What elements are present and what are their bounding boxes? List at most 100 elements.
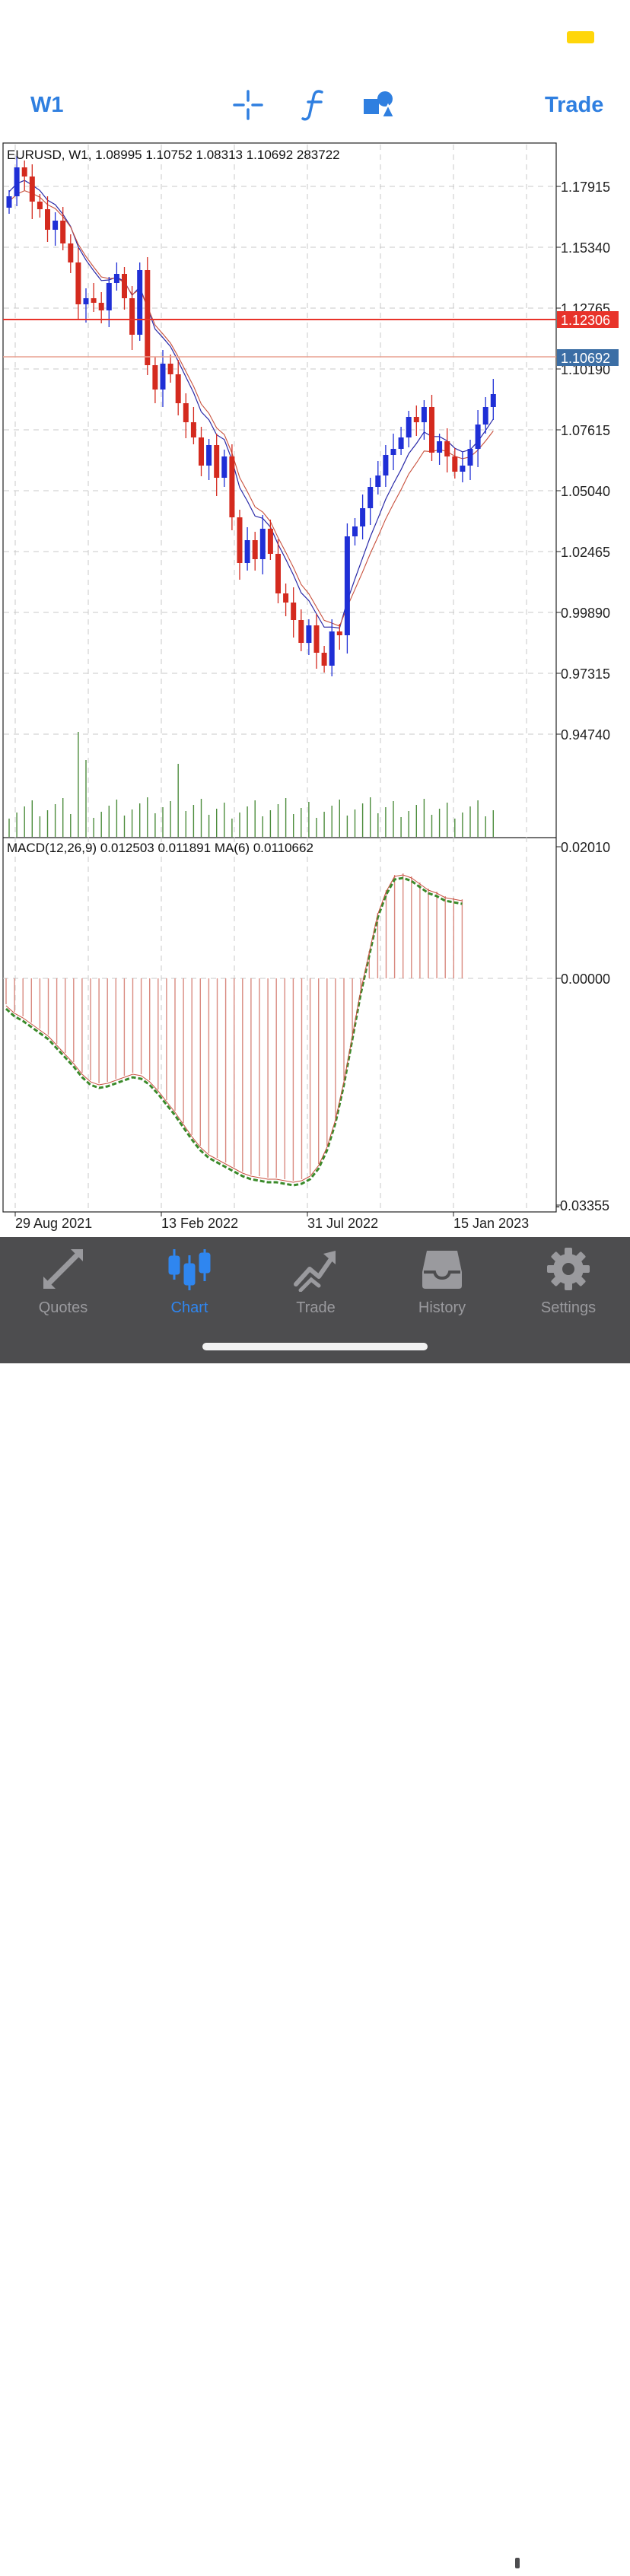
price-label: 1.17915 — [561, 180, 610, 195]
bottom-tab-bar: Quotes Chart Trade History — [0, 1237, 630, 2575]
candle-body — [14, 167, 20, 196]
candle-body — [106, 283, 112, 310]
candle-body — [6, 196, 12, 208]
candle-body — [68, 243, 74, 262]
candle-body — [91, 298, 97, 303]
macd-scale-label: 0.00000 — [561, 972, 610, 987]
home-indicator[interactable] — [202, 1343, 428, 1350]
candle-body — [190, 422, 196, 437]
tab-history[interactable]: History — [379, 1237, 505, 1328]
candle-body — [344, 536, 350, 635]
time-label: 31 Jul 2022 — [307, 1216, 378, 1231]
candle-body — [45, 209, 50, 230]
candle-body — [413, 417, 419, 422]
candle-body — [383, 455, 389, 475]
moving-average-blue — [8, 180, 494, 629]
tab-label: Quotes — [38, 1299, 88, 1316]
candle-body — [460, 466, 466, 472]
candle-body — [467, 449, 473, 466]
trade-trend-icon — [294, 1251, 336, 1292]
candle-body — [437, 441, 443, 453]
candle-body — [452, 456, 458, 472]
watermark-text: @南瓜饼 — [530, 2552, 609, 2575]
settings-gear-icon — [547, 1248, 590, 1290]
price-label: 0.97315 — [561, 666, 610, 682]
timeframe-button[interactable]: W1 — [30, 93, 64, 117]
chart-candles-icon — [168, 1249, 211, 1290]
candle-body — [206, 445, 212, 466]
watermark: @南瓜饼 — [508, 2548, 609, 2576]
macd-scale-label: 0.02010 — [561, 840, 610, 855]
red-level-tag — [557, 311, 619, 328]
candle-body — [252, 540, 258, 559]
objects-icon[interactable] — [362, 90, 396, 124]
red-level-label: 1.12306 — [561, 313, 610, 328]
candle-body — [152, 365, 158, 390]
tab-label: Settings — [540, 1299, 597, 1316]
candle-body — [237, 517, 243, 563]
tab-label: History — [418, 1299, 466, 1316]
candle-body — [129, 298, 135, 335]
candle-body — [368, 487, 374, 508]
candle-body — [329, 631, 335, 666]
tab-chart[interactable]: Chart — [126, 1237, 253, 1328]
current-price-tag — [557, 349, 619, 366]
candle-body — [113, 274, 119, 283]
price-label: 1.15340 — [561, 240, 610, 256]
candlesticks — [6, 156, 496, 676]
candle-body — [259, 529, 266, 559]
candle-body — [244, 540, 250, 563]
candle-body — [122, 274, 127, 298]
candle-body — [52, 221, 59, 230]
candle-body — [321, 653, 327, 666]
candle-body — [229, 456, 235, 517]
macd-scale-label: -0.03355 — [555, 1198, 609, 1213]
candle-body — [298, 620, 304, 643]
candle-body — [444, 441, 450, 456]
quotes-arrows-icon — [43, 1249, 83, 1289]
candle-body — [475, 425, 481, 449]
candle-body — [37, 202, 43, 209]
tab-label: Trade — [296, 1299, 336, 1316]
price-label: 0.99890 — [561, 606, 610, 621]
candle-body — [21, 167, 27, 177]
crosshair-icon[interactable] — [233, 90, 263, 124]
macd-ma-line — [5, 874, 463, 1183]
candle-body — [336, 631, 342, 635]
candle-body — [214, 445, 220, 478]
candle-body — [306, 625, 312, 643]
time-label: 29 Aug 2021 — [15, 1216, 92, 1231]
candle-body — [429, 407, 434, 453]
time-label: 13 Feb 2022 — [161, 1216, 238, 1231]
price-chart[interactable]: EURUSD, W1, 1.08995 1.10752 1.08313 1.10… — [0, 0, 630, 1237]
chart-toolbar: W1 Trade — [0, 85, 630, 131]
chart-border — [2, 142, 557, 1213]
candle-body — [283, 593, 289, 603]
function-icon[interactable] — [301, 88, 327, 126]
candle-body — [75, 262, 81, 304]
tab-trade[interactable]: Trade — [253, 1237, 379, 1328]
price-label: 0.94740 — [561, 727, 610, 743]
candle-body — [175, 374, 181, 403]
candle-body — [482, 407, 488, 425]
candle-body — [221, 456, 228, 478]
candle-body — [421, 407, 427, 422]
candle-body — [145, 270, 151, 365]
tab-settings[interactable]: Settings — [505, 1237, 630, 1328]
chart-info-line: EURUSD, W1, 1.08995 1.10752 1.08313 1.10… — [7, 148, 340, 162]
candle-body — [29, 177, 35, 202]
macd-signal-line — [5, 876, 463, 1187]
candle-body — [183, 403, 189, 422]
candle-body — [199, 437, 204, 466]
candle-body — [60, 221, 66, 243]
chart-grid — [4, 145, 555, 1211]
tab-quotes[interactable]: Quotes — [0, 1237, 126, 1328]
macd-info-line: MACD(12,26,9) 0.012503 0.011891 MA(6) 0.… — [7, 841, 313, 855]
candle-body — [167, 364, 173, 374]
candle-body — [83, 298, 89, 304]
trade-button[interactable]: Trade — [545, 93, 604, 117]
current-price-label: 1.10692 — [561, 351, 610, 366]
candle-body — [390, 449, 396, 455]
battery-indicator — [567, 31, 594, 43]
candle-body — [398, 437, 404, 449]
